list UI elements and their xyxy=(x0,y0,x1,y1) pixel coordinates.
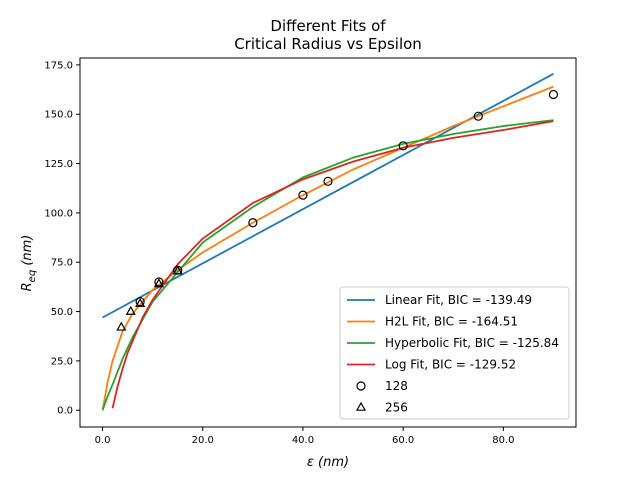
legend-box xyxy=(339,286,570,420)
y-tick-label-2: 50.0 xyxy=(51,307,73,318)
x-axis-label: ε (nm) xyxy=(307,455,349,470)
data-point-circle-8 xyxy=(548,89,559,100)
legend-label-2: Hyperbolic Fit, BIC = -125.84 xyxy=(385,336,559,350)
legend-swatch-4 xyxy=(356,381,366,391)
series-line-1 xyxy=(101,85,554,411)
data-point-triangle-4 xyxy=(172,265,183,275)
y-axis-label-subscript: eq xyxy=(27,270,38,283)
legend-label-3: Log Fit, BIC = -129.52 xyxy=(385,358,516,372)
data-point-circle-7 xyxy=(473,111,483,121)
legend: Linear Fit, BIC = -139.49 H2L Fit, BIC = … xyxy=(339,286,570,420)
x-tick-label-0: 0.0 xyxy=(95,435,111,446)
data-point-circle-6 xyxy=(398,141,408,151)
y-tick-label-0: 0.0 xyxy=(57,406,73,417)
x-tick-label-3: 60.0 xyxy=(392,435,414,446)
data-point-triangle-1 xyxy=(125,305,136,315)
x-tick-label-2: 40.0 xyxy=(292,435,314,446)
data-point-circle-0 xyxy=(135,297,145,307)
series-line-0 xyxy=(102,72,554,319)
y-axis-label: Req (nm) xyxy=(20,235,38,292)
series-line-3 xyxy=(111,120,554,409)
data-point-circle-1 xyxy=(154,277,164,287)
legend-label-0: Linear Fit, BIC = -139.49 xyxy=(385,293,532,307)
legend-label-5: 256 xyxy=(385,401,408,415)
y-tick-label-4: 100.0 xyxy=(44,208,73,219)
legend-swatch-5 xyxy=(355,401,367,411)
data-point-triangle-0 xyxy=(116,321,127,331)
data-point-circle-3 xyxy=(248,218,258,228)
data-point-circle-5 xyxy=(323,176,333,186)
series-line-2 xyxy=(101,119,554,411)
plot-area: 0.0 20.0 40.0 60.0 80.0 0.0 25.0 50.0 75.0 100.0 1… xyxy=(44,57,577,446)
y-tick-label-5: 125.0 xyxy=(44,159,73,170)
chart-title-line-1: Different Fits of xyxy=(270,17,386,35)
y-tick-label-3: 75.0 xyxy=(51,258,73,269)
data-point-triangle-2 xyxy=(135,297,146,307)
data-point-circle-4 xyxy=(298,190,308,200)
y-tick-label-7: 175.0 xyxy=(44,60,73,71)
legend-label-1: H2L Fit, BIC = -164.51 xyxy=(385,315,518,329)
legend-label-4: 128 xyxy=(385,379,408,393)
x-tick-label-4: 80.0 xyxy=(492,435,514,446)
x-tick-label-1: 20.0 xyxy=(192,435,214,446)
y-tick-label-6: 150.0 xyxy=(44,110,73,121)
y-tick-label-1: 25.0 xyxy=(51,356,73,367)
chart-title-line-2: Critical Radius vs Epsilon xyxy=(234,35,422,53)
y-axis-label-unit: (nm) xyxy=(20,235,35,270)
data-point-triangle-3 xyxy=(153,278,164,288)
axes-frame xyxy=(79,57,577,428)
